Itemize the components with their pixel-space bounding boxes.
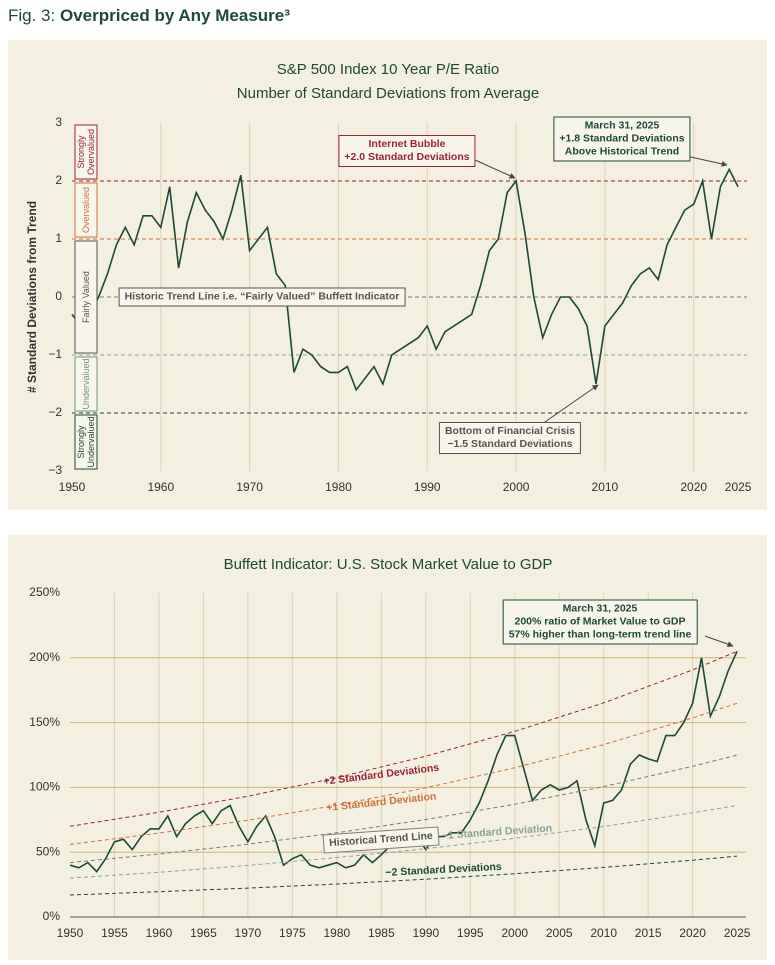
x-tick-label: 1955	[101, 926, 128, 940]
x-tick-label: 2000	[501, 926, 528, 940]
x-tick-label: 1950	[57, 926, 84, 940]
band-box	[74, 414, 98, 470]
band-box	[74, 124, 98, 180]
x-tick-label: 1960	[146, 926, 173, 940]
x-tick-label: 1990	[412, 926, 439, 940]
data-line	[69, 702, 738, 845]
annotation: Internet Bubble +2.0 Standard Deviations	[338, 135, 476, 167]
y-tick-label: 100%	[29, 780, 60, 794]
x-tick-label: 2005	[546, 926, 573, 940]
x-tick-label: 2000	[503, 480, 530, 494]
panel	[8, 40, 767, 510]
x-tick-label: 1985	[368, 926, 395, 940]
annotation-arrow	[704, 635, 734, 648]
band-label: Undervalued	[81, 358, 91, 410]
x-tick-label: 1950	[59, 480, 86, 494]
annotation: March 31, 2025 +1.8 Standard Deviations Ab…	[553, 116, 691, 162]
annotation: March 31, 2025 200% ratio of Market Value…	[502, 599, 698, 645]
annotation-line: 57% higher than long-term trend line	[508, 628, 692, 641]
annotation-line: Historic Trend Line i.e. “Fairly Valued”…	[124, 290, 400, 303]
x-tick-label: 2010	[590, 926, 617, 940]
data-line	[69, 754, 738, 864]
y-tick-label: 3	[55, 115, 62, 129]
y-tick-label: −2	[48, 405, 62, 419]
annotation-line: March 31, 2025	[584, 119, 660, 132]
x-tick-label: 1965	[190, 926, 217, 940]
annotation-line: 200% ratio of Market Value to GDP	[514, 615, 686, 628]
annotation-arrow	[474, 159, 516, 179]
x-tick-label: 1980	[325, 480, 352, 494]
x-tick-label: 1970	[235, 926, 262, 940]
x-tick-label: 1990	[414, 480, 441, 494]
data-line	[69, 650, 738, 827]
chart-title: Buffett Indicator: U.S. Stock Market Val…	[224, 556, 553, 573]
y-tick-label: 50%	[36, 844, 60, 858]
x-tick-label: 2020	[680, 480, 707, 494]
y-tick-label: 2	[55, 173, 62, 187]
y-tick-label: 200%	[29, 650, 60, 664]
annotation-line: −1.5 Standard Deviations	[447, 438, 573, 450]
x-tick-label: 1980	[323, 926, 350, 940]
annotation-line: Internet Bubble	[368, 138, 446, 150]
annotation-arrow	[541, 384, 599, 425]
y-tick-label: −1	[48, 347, 62, 361]
x-tick-label: 2015	[635, 926, 662, 940]
x-tick-label: 1970	[236, 480, 263, 494]
band-box	[74, 240, 98, 354]
y-tick-label: 150%	[29, 715, 60, 729]
annotation: Historic Trend Line i.e. “Fairly Valued”…	[118, 287, 406, 307]
x-tick-label: 2020	[679, 926, 706, 940]
annotation-line: Bottom of Financial Crisis	[444, 425, 576, 437]
annotation-line: +2.0 Standard Deviations	[344, 151, 470, 163]
band-label: Strongly Overvalued	[76, 128, 96, 176]
annotation-line: March 31, 2025	[562, 602, 638, 615]
band-label: Fairly Valued	[81, 271, 91, 323]
band-label: Overvalued	[81, 186, 91, 234]
figure-label: Fig. 3:	[8, 6, 56, 25]
y-tick-label: −3	[48, 463, 62, 477]
data-line	[69, 805, 738, 879]
band-label: Strongly Undervalued	[76, 416, 96, 468]
annotation: Bottom of Financial Crisis −1.5 Standard …	[438, 422, 582, 454]
y-tick-label: 0%	[43, 909, 61, 923]
figure-title: Overpriced by Any Measure³	[59, 6, 290, 25]
band-box	[74, 356, 98, 412]
y-tick-label: 250%	[29, 585, 60, 599]
header: Fig. 3: Overpriced by Any Measure³	[8, 6, 290, 26]
x-tick-label: 1995	[457, 926, 484, 940]
annotation-arrow	[685, 155, 728, 167]
y-tick-label: 1	[55, 231, 62, 245]
chart-subtitle: Number of Standard Deviations from Avera…	[237, 85, 539, 102]
band-box	[74, 182, 98, 238]
x-tick-label: 2010	[592, 480, 619, 494]
x-tick-label: 1960	[147, 480, 174, 494]
data-line	[71, 167, 739, 392]
y-tick-label: 0	[55, 289, 62, 303]
x-tick-label: 2025	[725, 480, 752, 494]
annotation-line: +1.8 Standard Deviations	[559, 132, 685, 145]
annotation-line: Above Historical Trend	[564, 145, 680, 158]
y-axis-label: # Standard Deviations from Trend	[25, 201, 39, 393]
x-tick-label: 1975	[279, 926, 306, 940]
chart-title: S&P 500 Index 10 Year P/E Ratio	[277, 61, 499, 78]
x-tick-label: 2025	[724, 926, 751, 940]
